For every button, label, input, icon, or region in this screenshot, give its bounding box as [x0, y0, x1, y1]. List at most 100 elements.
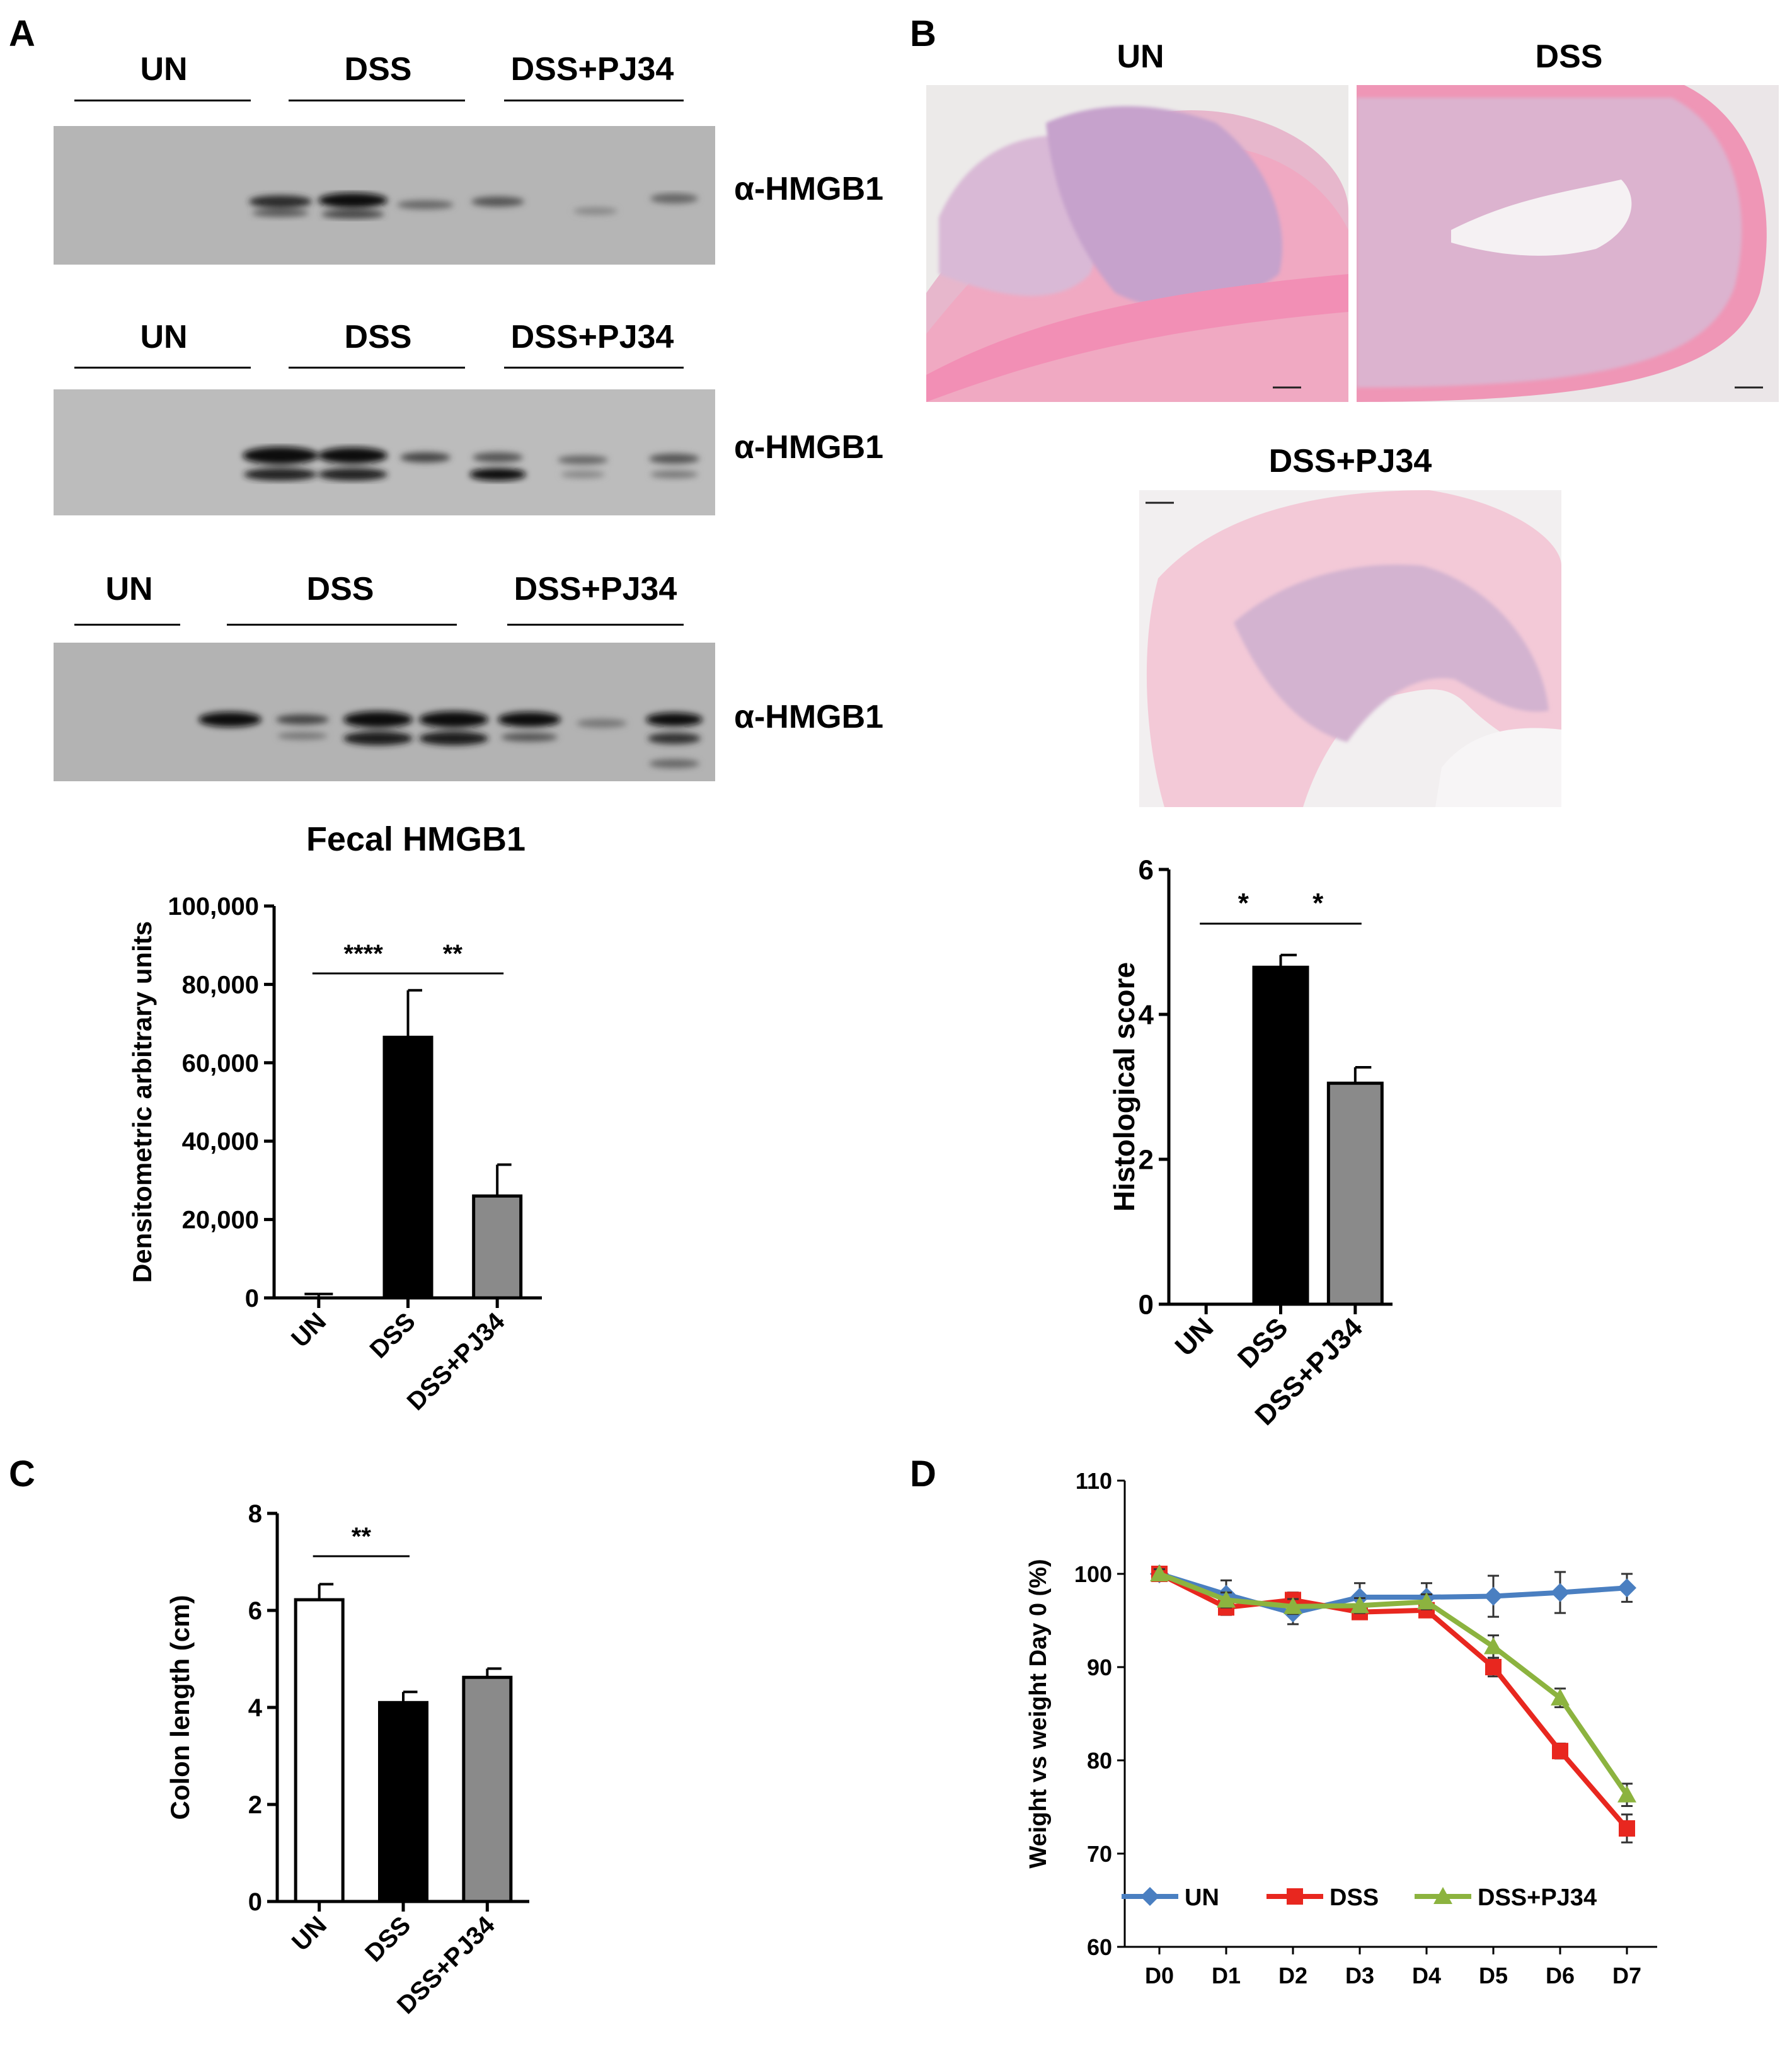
data-point-diamond	[1617, 1578, 1636, 1598]
blot1-group-line-dss	[289, 100, 465, 101]
western-blot-2	[54, 389, 715, 515]
data-point-triangle	[1350, 1596, 1369, 1614]
blot2-group-line-dss	[289, 367, 465, 369]
data-point-triangle	[1617, 1785, 1636, 1803]
legend-label: UN	[1185, 1884, 1219, 1911]
data-point-diamond	[1484, 1586, 1503, 1606]
y-tick-label: 90	[1087, 1655, 1112, 1680]
blot3-group-dss-pj34: DSS+PJ34	[514, 571, 677, 607]
y-tick-label: 110	[1076, 1468, 1112, 1494]
y-tick-label: 20,000	[182, 1207, 259, 1234]
chart-fecal-hmgb1: Fecal HMGB1 Densitometric arbitrary units…	[127, 820, 542, 1416]
blot2-group-un: UN	[140, 319, 188, 355]
histo-label-dss-pj34: DSS+PJ34	[1268, 443, 1432, 479]
significance-label: **	[443, 940, 463, 968]
y-tick-label: 0	[1139, 1289, 1154, 1320]
histology-image-dss	[1357, 85, 1779, 402]
x-tick-label: D6	[1546, 1963, 1575, 1988]
y-tick-label: 4	[248, 1694, 263, 1722]
significance-label: *	[1238, 888, 1249, 919]
data-point-diamond	[1551, 1583, 1570, 1602]
y-axis-label: Weight vs weight Day 0 (%)	[1025, 1559, 1052, 1868]
legend-marker-triangle	[1433, 1887, 1452, 1904]
y-tick-label: 8	[248, 1500, 262, 1528]
blot2-antibody-label: α-HMGB1	[734, 429, 884, 466]
significance-label: ****	[344, 940, 384, 968]
data-point-square	[1619, 1820, 1635, 1837]
y-tick-label: 0	[248, 1888, 262, 1916]
x-tick-label: D7	[1612, 1963, 1641, 1988]
panel-b-label: B	[910, 13, 936, 54]
histology-image-dss-pj34	[1139, 490, 1561, 807]
bar	[378, 1701, 428, 1903]
data-point-triangle	[1284, 1597, 1302, 1614]
bar	[294, 1598, 345, 1903]
x-tick-label: DSS	[360, 1911, 416, 1967]
histo-label-dss: DSS	[1535, 38, 1603, 75]
blot3-group-dss: DSS	[306, 571, 374, 607]
y-tick-label: 60,000	[182, 1050, 259, 1077]
blot1-group-dss-pj34: DSS+PJ34	[510, 51, 674, 88]
chart-title: Fecal HMGB1	[306, 820, 526, 858]
histology-image-un	[926, 85, 1348, 402]
x-tick-label: D0	[1145, 1963, 1174, 1988]
y-tick-label: 2	[1139, 1144, 1154, 1175]
bar	[1326, 1081, 1384, 1306]
y-axis-label: Colon length (cm)	[165, 1595, 195, 1820]
histo-label-un: UN	[1117, 38, 1164, 75]
western-blot-3	[54, 643, 715, 781]
bar	[462, 1675, 513, 1903]
blot1-group-un: UN	[140, 51, 188, 88]
series-line-dss-pj34	[1158, 1571, 1629, 1797]
y-tick-label: 80,000	[182, 971, 259, 999]
y-tick-label: 100	[1074, 1561, 1112, 1587]
y-tick-label: 70	[1087, 1841, 1112, 1867]
x-tick-label: D2	[1278, 1963, 1307, 1988]
blot3-group-line-dss	[227, 624, 457, 626]
y-tick-label: 40,000	[182, 1128, 259, 1156]
blot1-group-dss: DSS	[344, 51, 412, 88]
series-line-un	[1158, 1571, 1628, 1616]
data-point-triangle	[1417, 1592, 1436, 1610]
data-point-square	[1485, 1659, 1502, 1675]
panel-c-label: C	[9, 1454, 35, 1494]
blot3-group-line-dss-pj34	[507, 624, 684, 626]
blot2-group-dss-pj34: DSS+PJ34	[510, 319, 674, 355]
x-tick-label: DSS	[1232, 1312, 1294, 1374]
series-line-dss	[1158, 1571, 1629, 1830]
y-tick-label: 60	[1087, 1934, 1112, 1960]
blot3-antibody-label: α-HMGB1	[734, 699, 884, 735]
significance-label: *	[1312, 888, 1324, 919]
data-point-triangle	[1484, 1637, 1503, 1655]
blot3-group-un: UN	[105, 571, 153, 607]
blot1-antibody-label: α-HMGB1	[734, 171, 884, 207]
blot2-group-line-dss-pj34	[504, 367, 684, 369]
blot2-group-line-un	[74, 367, 251, 369]
y-axis-label: Densitometric arbitrary units	[127, 921, 157, 1283]
data-point-triangle	[1217, 1590, 1236, 1608]
x-tick-label: UN	[1169, 1312, 1220, 1362]
chart-weight-curve: Weight vs weight Day 0 (%) 60 70 80 90 100 110…	[1025, 1468, 1657, 1988]
y-tick-label: 6	[248, 1597, 262, 1625]
data-point-square	[1552, 1743, 1568, 1760]
x-tick-label: D4	[1412, 1963, 1441, 1988]
significance-label: **	[352, 1523, 372, 1551]
blot3-group-line-un	[74, 624, 180, 626]
panel-d-label: D	[910, 1454, 936, 1494]
data-point-triangle	[1551, 1688, 1570, 1706]
y-tick-label: 100,000	[168, 893, 259, 921]
y-tick-label: 6	[1139, 854, 1154, 885]
data-point-triangle	[1150, 1564, 1169, 1581]
x-tick-label: D1	[1212, 1963, 1241, 1988]
legend-marker-square	[1287, 1888, 1303, 1905]
y-tick-label: 4	[1139, 999, 1154, 1030]
panel-a-label: A	[9, 13, 35, 54]
legend-label: DSS	[1330, 1884, 1379, 1911]
x-tick-label: D3	[1345, 1963, 1374, 1988]
y-axis-label: Histological score	[1108, 962, 1140, 1212]
legend-marker-diamond	[1140, 1887, 1159, 1906]
blot1-group-line-un	[74, 100, 251, 101]
blot2-group-dss: DSS	[344, 319, 412, 355]
